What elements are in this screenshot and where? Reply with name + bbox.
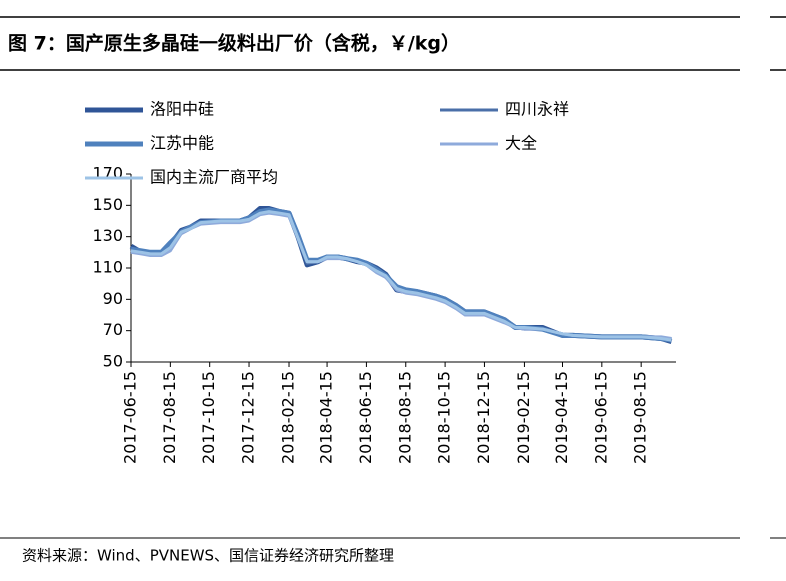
legend-label: 江苏中能 <box>150 134 214 153</box>
x-tick-label: 2018-06-15 <box>356 371 375 464</box>
series-line <box>130 210 672 342</box>
legend-label: 国内主流厂商平均 <box>150 168 278 187</box>
series-line <box>130 207 672 343</box>
y-tick-label: 150 <box>92 195 123 214</box>
x-tick-label: 2019-06-15 <box>591 371 610 464</box>
x-tick-label: 2018-08-15 <box>395 371 414 464</box>
x-tick-label: 2017-10-15 <box>199 371 218 464</box>
x-tick-label: 2018-10-15 <box>435 371 454 464</box>
series-line <box>130 210 672 342</box>
series-line <box>130 211 672 340</box>
y-tick-label: 110 <box>92 258 123 277</box>
source-note: 资料来源：Wind、PVNEWS、国信证券经济研究所整理 <box>22 547 394 565</box>
y-tick-label: 70 <box>103 320 123 339</box>
x-tick-label: 2017-12-15 <box>239 371 258 464</box>
y-tick-label: 170 <box>92 164 123 183</box>
legend-label: 大全 <box>505 134 537 153</box>
x-tick-label: 2017-06-15 <box>121 371 140 464</box>
y-tick-label: 130 <box>92 226 123 245</box>
x-tick-label: 2018-04-15 <box>317 371 336 464</box>
x-tick-label: 2019-04-15 <box>552 371 571 464</box>
series-line <box>129 206 673 344</box>
y-tick-label: 50 <box>103 352 123 371</box>
x-tick-label: 2019-08-15 <box>631 371 650 464</box>
y-tick-label: 90 <box>103 289 123 308</box>
legend-label: 洛阳中硅 <box>150 100 214 119</box>
x-tick-label: 2018-12-15 <box>474 371 493 464</box>
chart-title: 图 7：国产原生多晶硅一级料出厂价（含税，￥/kg） <box>8 32 460 55</box>
x-tick-label: 2019-02-15 <box>514 371 533 464</box>
legend-label: 四川永祥 <box>505 100 569 119</box>
x-tick-label: 2018-02-15 <box>279 371 298 464</box>
x-tick-label: 2017-08-15 <box>160 371 179 464</box>
